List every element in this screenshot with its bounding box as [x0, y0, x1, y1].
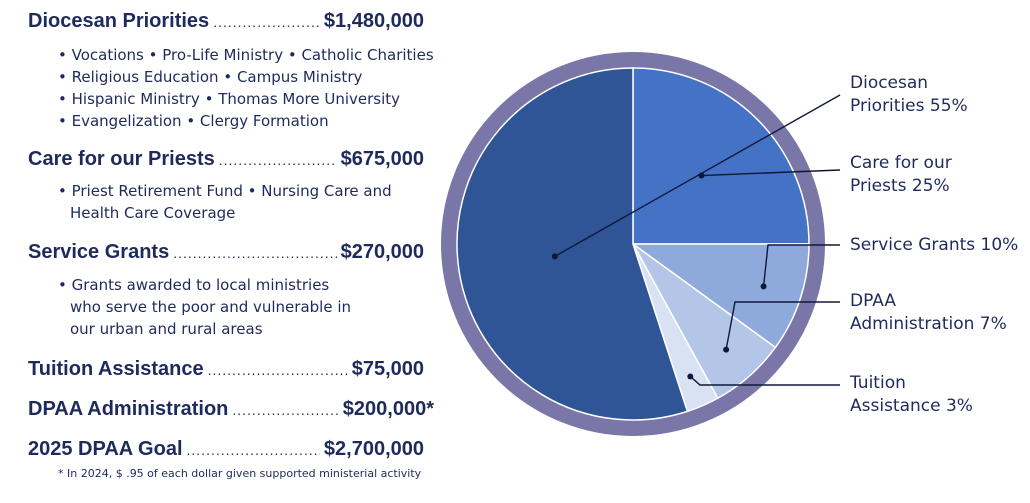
- legend-line: Assistance 3%: [850, 396, 973, 416]
- row-label: Diocesan Priorities: [28, 10, 210, 32]
- leader-line: [554, 94, 841, 257]
- row-amount: $2,700,000: [323, 438, 424, 460]
- legend-dpaa-administration: DPAA Administration 7%: [850, 290, 1007, 336]
- bullet-line: • Hispanic Ministry • Thomas More Univer…: [58, 90, 401, 108]
- legend-line: Priorities 55%: [850, 96, 968, 116]
- row-amount: $200,000*: [342, 398, 434, 420]
- list-row-service-grants: Service Grants $270,000: [28, 241, 424, 264]
- bullet-line: • Evangelization • Clergy Formation: [58, 112, 329, 130]
- pie-slice-diocesan-priorities: [456, 67, 689, 421]
- legend-line: DPAA: [850, 291, 896, 311]
- legend-line: Service Grants 10%: [850, 235, 1019, 255]
- bullet-line: our urban and rural areas: [70, 320, 263, 338]
- row-label: DPAA Administration: [28, 398, 229, 420]
- pie-slice-care-for-priests: [632, 67, 810, 245]
- legend-service-grants: Service Grants 10%: [850, 234, 1018, 257]
- row-amount: $75,000: [351, 358, 424, 380]
- legend-line: Care for our: [850, 153, 952, 173]
- row-label: 2025 DPAA Goal: [28, 438, 183, 460]
- leader-dot: [551, 253, 558, 260]
- list-row-diocesan-priorities: Diocesan Priorities $1,480,000: [28, 10, 424, 33]
- row-amount: $270,000: [340, 241, 424, 263]
- list-row-care-for-priests: Care for our Priests $675,000: [28, 148, 424, 171]
- list-row-dpaa-administration: DPAA Administration $200,000*: [28, 398, 434, 421]
- row-label: Service Grants: [28, 241, 170, 263]
- row-label: Tuition Assistance: [28, 358, 204, 380]
- leader-line: [689, 375, 840, 386]
- list-row-tuition-assistance: Tuition Assistance $75,000: [28, 358, 424, 381]
- footnote: * In 2024, $ .95 of each dollar given su…: [58, 467, 422, 480]
- bullet-line: • Priest Retirement Fund • Nursing Care …: [58, 182, 392, 200]
- leader-lines: [551, 94, 841, 386]
- legend-tuition-assistance: Tuition Assistance 3%: [850, 372, 973, 418]
- bullet-line: • Religious Education • Campus Ministry: [58, 68, 363, 86]
- row-amount: $675,000: [340, 148, 424, 170]
- legend-line: Diocesan: [850, 73, 929, 93]
- leader-line: [701, 169, 841, 177]
- pie-slices: [456, 67, 810, 421]
- legend-line: Priests 25%: [850, 176, 950, 196]
- legend-line: Administration 7%: [850, 314, 1007, 334]
- bullet-line: who serve the poor and vulnerable in: [70, 298, 351, 316]
- legend-care-for-priests: Care for our Priests 25%: [850, 152, 952, 198]
- bullet-line: • Vocations • Pro-Life Ministry • Cathol…: [58, 46, 434, 64]
- bullet-line: • Grants awarded to local ministries: [58, 276, 330, 294]
- legend-diocesan-priorities: Diocesan Priorities 55%: [850, 72, 968, 118]
- leader-line: [762, 244, 840, 287]
- legend-line: Tuition: [850, 373, 906, 393]
- list-row-dpaa-goal: 2025 DPAA Goal $2,700,000: [28, 438, 424, 461]
- row-label: Care for our Priests: [28, 148, 215, 170]
- leader-line: [725, 301, 840, 350]
- bullet-line: Health Care Coverage: [70, 204, 236, 222]
- row-amount: $1,480,000: [323, 10, 424, 32]
